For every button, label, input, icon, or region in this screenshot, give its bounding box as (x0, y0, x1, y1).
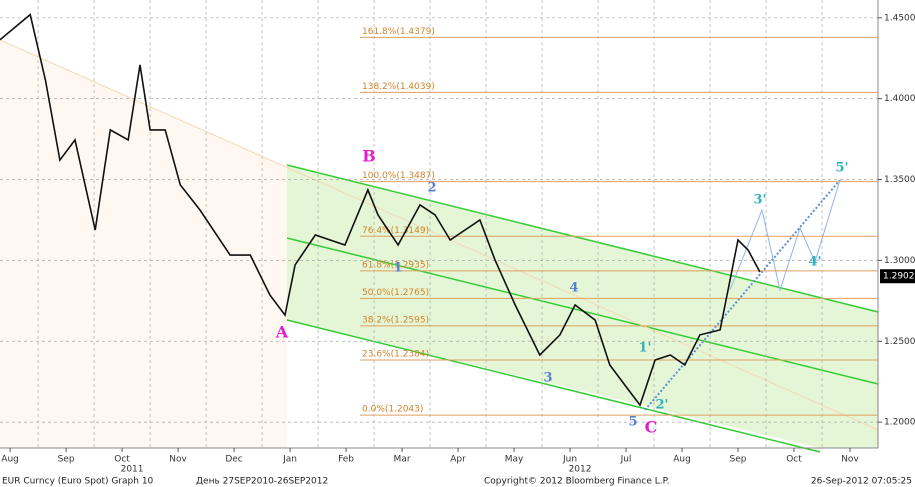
x-tick-label: May (505, 455, 524, 465)
y-tick-label: 1.3000 (884, 256, 915, 266)
year-label: 2011 (121, 465, 144, 475)
fib-label: 161.8%(1.4379) (362, 27, 435, 37)
fib-label: 0.0%(1.2043) (362, 405, 423, 415)
fib-label: 61.8%(1.2935) (362, 260, 429, 270)
footer-security: EUR Curncy (Euro Spot) Graph 10 (2, 477, 154, 487)
y-tick-label: 1.2000 (884, 418, 915, 428)
channel-bottom (286, 319, 821, 453)
x-tick-label: Jan (282, 455, 297, 465)
x-tick-label: Apr (450, 455, 466, 465)
last-price-label: 1.2902 (883, 272, 915, 282)
wave-label: B (362, 147, 376, 166)
fib-label: 50.0%(1.2765) (362, 288, 429, 298)
x-tick-label: Sep (730, 455, 747, 465)
wave-label: 4 (569, 281, 578, 296)
x-tick-label: Feb (338, 455, 354, 465)
y-tick-label: 1.2500 (884, 337, 915, 347)
year-label: 2012 (569, 465, 592, 475)
fib-label: 38.2%(1.2595) (362, 315, 429, 325)
x-tick-label: Nov (169, 455, 187, 465)
wave-label: 3 (543, 371, 552, 386)
footer-copyright: Copyright© 2012 Bloomberg Finance L.P. (484, 477, 669, 487)
wave-label: 4' (808, 255, 821, 270)
x-tick-label: Nov (841, 455, 859, 465)
x-tick-label: Aug (673, 455, 691, 465)
x-tick-label: Oct (114, 455, 130, 465)
wave-label: 2 (427, 181, 436, 196)
y-tick-label: 1.3500 (884, 175, 915, 185)
fib-label: 76.4%(1.3149) (362, 226, 429, 236)
green-channel (287, 165, 878, 448)
last-price-box (880, 269, 915, 284)
fib-label: 23.6%(1.2384) (362, 350, 429, 360)
projection-path (729, 179, 841, 292)
wave-label: C (645, 418, 658, 437)
wave-label: 5' (835, 161, 848, 176)
x-tick-label: Oct (786, 455, 802, 465)
x-tick-label: Jul (620, 455, 632, 465)
wave-label: 3' (753, 193, 766, 208)
footer-period: День 27SEP2010-26SEP2012 (196, 477, 328, 487)
y-tick-label: 1.4500 (884, 13, 915, 23)
x-tick-label: Jun (562, 455, 577, 465)
price-line (0, 13, 761, 407)
x-tick-label: Sep (58, 455, 75, 465)
wave-label: 1 (393, 261, 402, 276)
x-tick-label: Dec (225, 455, 242, 465)
x-tick-label: Aug (1, 455, 19, 465)
x-tick-label: Mar (394, 455, 411, 465)
wave-label: A (275, 323, 289, 342)
y-tick-label: 1.4000 (884, 94, 915, 104)
footer-timestamp: 26-Sep-2012 07:05:25 (811, 477, 912, 487)
wave-label: 1' (638, 341, 651, 356)
wave-label: 2' (655, 398, 668, 413)
wave-label: 5 (628, 415, 637, 430)
fib-label: 100.0%(1.3487) (362, 171, 435, 181)
channels (0, 0, 879, 453)
fib-label: 138.2%(1.4039) (362, 82, 435, 92)
